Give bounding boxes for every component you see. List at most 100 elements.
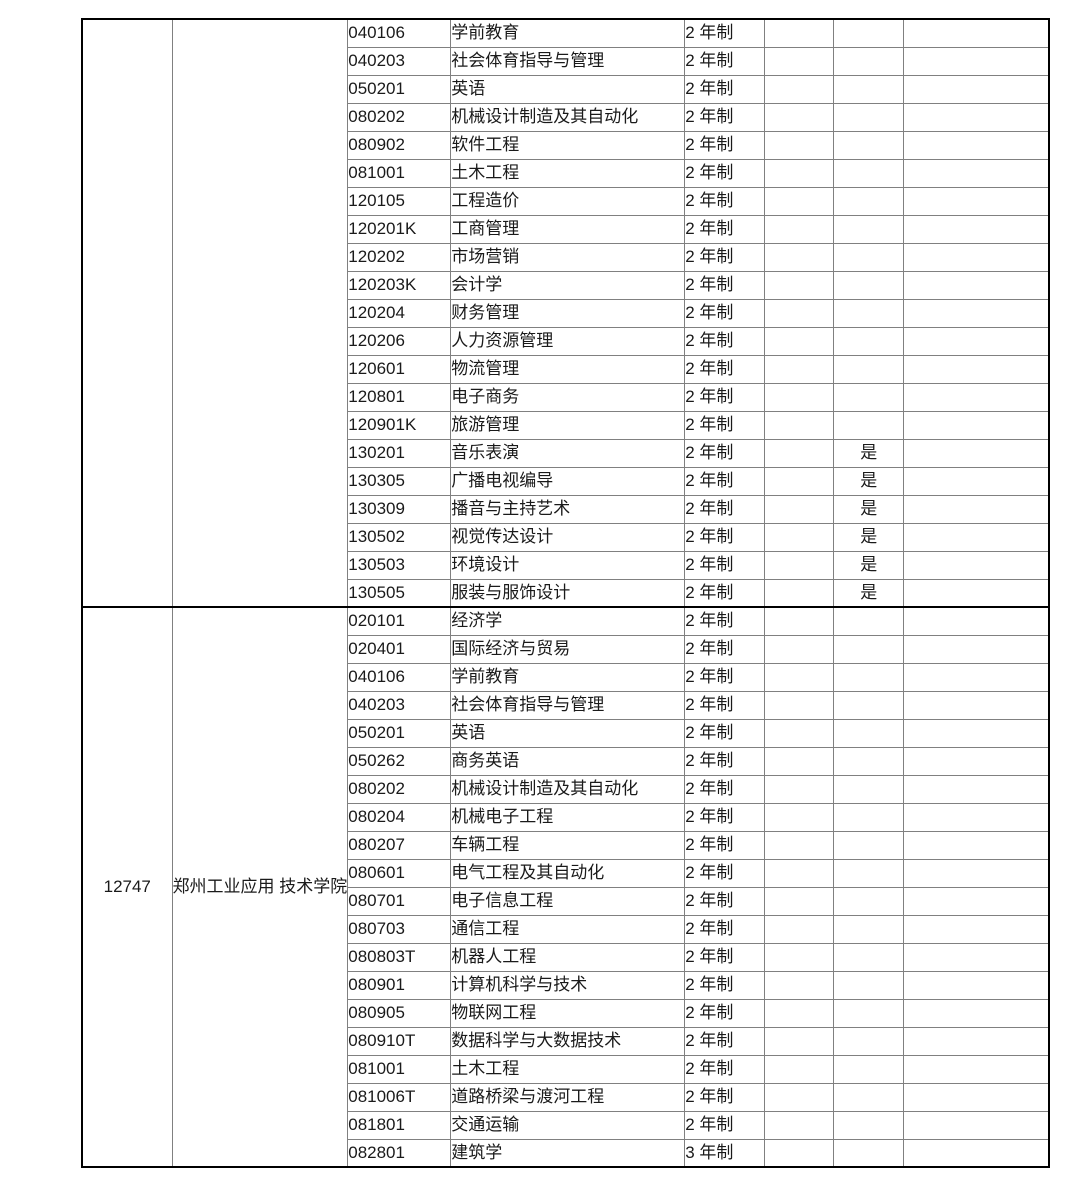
empty-cell [903,970,1050,1000]
arts-flag-cell [833,662,905,692]
empty-cell [764,942,835,972]
empty-cell [903,634,1050,664]
empty-cell [903,74,1050,104]
empty-cell [764,298,835,328]
major-code-cell: 080207 [347,830,452,860]
major-code-cell: 130503 [347,550,452,580]
duration-cell: 2 年制 [684,998,766,1028]
arts-flag-cell: 是 [833,522,905,552]
major-code-cell: 040203 [347,690,452,720]
duration-cell: 2 年制 [684,690,766,720]
major-name-cell: 通信工程 [450,914,686,944]
empty-cell [764,774,835,804]
empty-cell [764,466,835,496]
arts-flag-cell [833,1054,905,1084]
empty-cell [903,578,1050,608]
duration-cell: 2 年制 [684,746,766,776]
empty-cell [903,886,1050,916]
major-code-cell: 081001 [347,1054,452,1084]
major-name-cell: 工商管理 [450,214,686,244]
arts-flag-cell [833,242,905,272]
major-code-cell: 080204 [347,802,452,832]
major-code-cell: 120203K [347,270,452,300]
major-code-cell: 130201 [347,438,452,468]
empty-cell [903,102,1050,132]
empty-cell [764,242,835,272]
table-row: 081001 土木工程 2 年制 [82,1054,1050,1084]
table-row: 130201 音乐表演 2 年制 是 [82,438,1050,468]
empty-cell [903,1054,1050,1084]
major-code-cell: 081006T [347,1082,452,1112]
empty-cell [903,830,1050,860]
major-code-cell: 080905 [347,998,452,1028]
empty-cell [903,298,1050,328]
major-name-cell: 视觉传达设计 [450,522,686,552]
duration-cell: 2 年制 [684,214,766,244]
table-row: 080901 计算机科学与技术 2 年制 [82,970,1050,1000]
arts-flag-cell [833,746,905,776]
duration-cell: 2 年制 [684,606,766,636]
major-name-cell: 广播电视编导 [450,466,686,496]
major-name-cell: 建筑学 [450,1138,686,1168]
major-code-cell: 080902 [347,130,452,160]
major-name-cell: 国际经济与贸易 [450,634,686,664]
table-row: 120105 工程造价 2 年制 [82,186,1050,216]
major-name-cell: 物流管理 [450,354,686,384]
duration-cell: 2 年制 [684,522,766,552]
major-name-cell: 数据科学与大数据技术 [450,1026,686,1056]
duration-cell: 2 年制 [684,1026,766,1056]
empty-cell [764,438,835,468]
empty-cell [903,158,1050,188]
major-name-cell: 车辆工程 [450,830,686,860]
empty-cell [903,354,1050,384]
table-row: 040106 学前教育 2 年制 [81,18,1050,608]
major-name-cell: 软件工程 [450,130,686,160]
empty-cell [764,102,835,132]
table-row: 040203 社会体育指导与管理 2 年制 [82,46,1050,76]
arts-flag-cell [833,18,905,48]
table-row: 040203 社会体育指导与管理 2 年制 [82,690,1050,720]
empty-cell [764,74,835,104]
table-row: 081801 交通运输 2 年制 [82,1110,1050,1140]
major-code-cell: 130305 [347,466,452,496]
empty-cell [903,1138,1050,1168]
empty-cell [764,606,835,636]
major-name-cell: 社会体育指导与管理 [450,46,686,76]
duration-cell: 2 年制 [684,242,766,272]
major-name-cell: 土木工程 [450,1054,686,1084]
arts-flag-cell [833,690,905,720]
duration-cell: 2 年制 [684,158,766,188]
empty-cell [903,1082,1050,1112]
duration-cell: 2 年制 [684,18,766,48]
empty-cell [764,858,835,888]
major-code-cell: 120601 [347,354,452,384]
table-row: 130502 视觉传达设计 2 年制 是 [82,522,1050,552]
major-name-cell: 工程造价 [450,186,686,216]
duration-cell: 2 年制 [684,1110,766,1140]
table-row: 120801 电子商务 2 年制 [82,382,1050,412]
school-code-cell: 12747 [81,606,173,1168]
empty-cell [764,662,835,692]
duration-cell: 2 年制 [684,102,766,132]
empty-cell [903,410,1050,440]
major-code-cell: 040106 [347,662,452,692]
duration-cell: 2 年制 [684,466,766,496]
empty-cell [764,186,835,216]
major-code-cell: 080202 [347,774,452,804]
empty-cell [903,438,1050,468]
major-code-cell: 130502 [347,522,452,552]
school-code-cell [81,18,173,608]
major-name-cell: 物联网工程 [450,998,686,1028]
major-code-cell: 020401 [347,634,452,664]
arts-flag-cell [833,270,905,300]
empty-cell [903,774,1050,804]
table-row: 080202 机械设计制造及其自动化 2 年制 [82,102,1050,132]
empty-cell [764,46,835,76]
major-code-cell: 050262 [347,746,452,776]
arts-flag-cell [833,970,905,1000]
major-name-cell: 机械设计制造及其自动化 [450,774,686,804]
empty-cell [764,718,835,748]
table-row: 080204 机械电子工程 2 年制 [82,802,1050,832]
duration-cell: 2 年制 [684,410,766,440]
arts-flag-cell [833,382,905,412]
